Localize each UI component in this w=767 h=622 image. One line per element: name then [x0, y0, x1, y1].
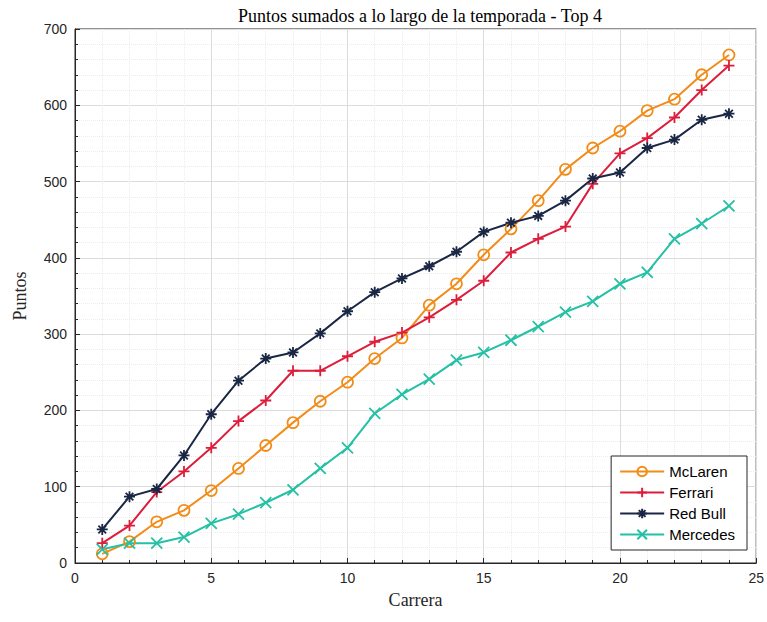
- svg-text:0: 0: [71, 570, 79, 586]
- svg-text:Red Bull: Red Bull: [669, 505, 726, 522]
- svg-text:200: 200: [44, 402, 68, 418]
- svg-text:5: 5: [207, 570, 215, 586]
- svg-text:McLaren: McLaren: [669, 463, 727, 480]
- svg-text:400: 400: [44, 250, 68, 266]
- svg-text:500: 500: [44, 174, 68, 190]
- svg-text:25: 25: [748, 570, 764, 586]
- svg-text:Ferrari: Ferrari: [669, 484, 713, 501]
- svg-text:Carrera: Carrera: [389, 590, 443, 610]
- svg-text:20: 20: [612, 570, 628, 586]
- svg-text:Puntos: Puntos: [10, 271, 30, 320]
- svg-text:15: 15: [476, 570, 492, 586]
- svg-text:700: 700: [44, 21, 68, 37]
- svg-text:0: 0: [59, 555, 67, 571]
- svg-text:10: 10: [340, 570, 356, 586]
- svg-text:300: 300: [44, 326, 68, 342]
- svg-text:100: 100: [44, 479, 68, 495]
- svg-text:Mercedes: Mercedes: [669, 526, 735, 543]
- svg-text:Puntos sumados a lo largo de l: Puntos sumados a lo largo de la temporad…: [238, 6, 602, 26]
- svg-text:600: 600: [44, 97, 68, 113]
